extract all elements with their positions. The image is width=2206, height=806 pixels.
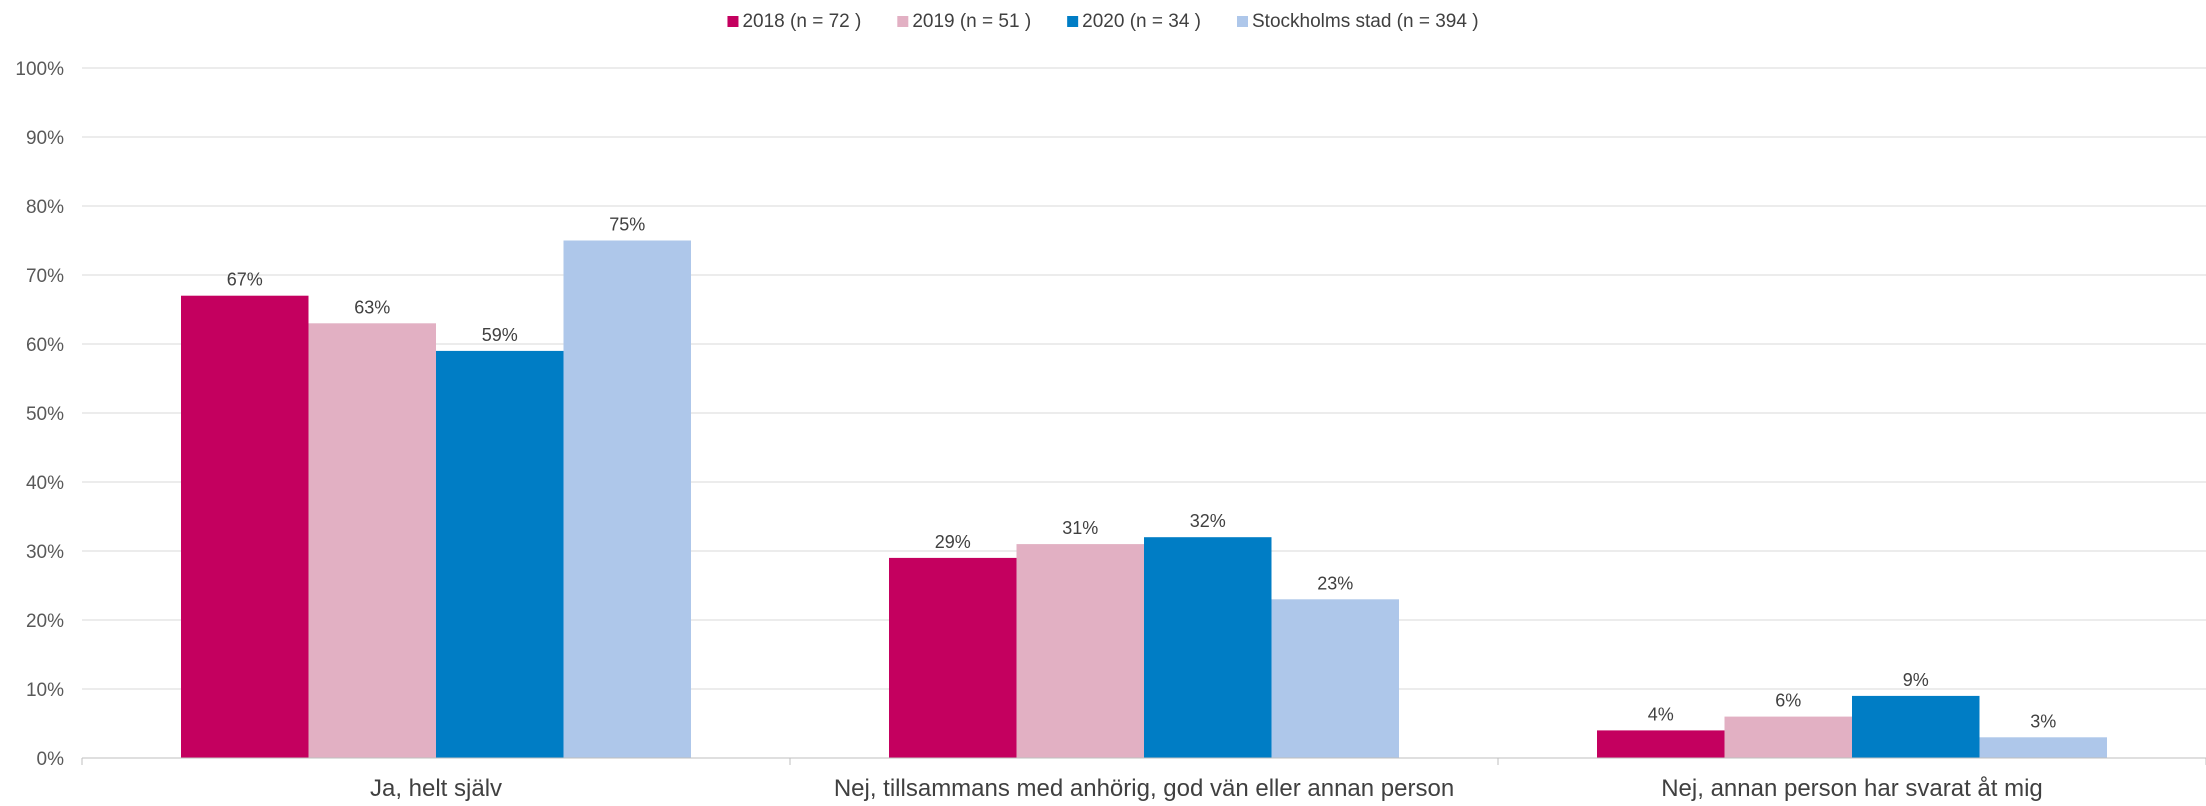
legend-item: Stockholms stad (n = 394 )	[1237, 11, 1479, 32]
legend-item: 2018 (n = 72 )	[727, 11, 861, 32]
bar	[181, 295, 309, 758]
y-tick-label: 10%	[26, 680, 64, 701]
x-tick-label: Nej, annan person har svarat åt mig	[1661, 775, 2043, 801]
data-label: 4%	[1648, 704, 1674, 724]
data-label: 29%	[935, 532, 971, 552]
legend-item: 2019 (n = 51 )	[897, 11, 1031, 32]
data-label: 31%	[1062, 518, 1098, 538]
bar	[1144, 537, 1272, 758]
data-label: 3%	[2030, 711, 2056, 731]
bar	[1597, 730, 1725, 758]
data-label: 23%	[1317, 573, 1353, 593]
legend-swatch	[1237, 16, 1248, 27]
bars	[181, 240, 2107, 758]
legend-label: 2019 (n = 51 )	[912, 11, 1031, 32]
bar	[889, 557, 1017, 758]
bar	[1016, 544, 1144, 758]
y-tick-label: 90%	[26, 128, 64, 149]
y-tick-label: 80%	[26, 197, 64, 218]
legend-item: 2020 (n = 34 )	[1067, 11, 1201, 32]
y-tick-label: 20%	[26, 611, 64, 632]
data-label: 67%	[227, 270, 263, 290]
y-tick-label: 60%	[26, 335, 64, 356]
data-label: 63%	[354, 297, 390, 317]
legend-label: 2020 (n = 34 )	[1082, 11, 1201, 32]
x-tick-label: Nej, tillsammans med anhörig, god vän el…	[834, 775, 1454, 801]
bar	[436, 350, 564, 758]
data-label: 6%	[1775, 691, 1801, 711]
legend-swatch	[727, 16, 739, 27]
legend: 2018 (n = 72 ) 2019 (n = 51 ) 2020 (n = 34…	[727, 11, 1479, 32]
legend-label: Stockholms stad (n = 394 )	[1252, 11, 1479, 32]
bar	[1979, 737, 2107, 758]
data-label: 59%	[482, 325, 518, 345]
bar	[308, 323, 436, 758]
x-tick-label: Ja, helt själv	[370, 775, 502, 801]
bar	[1852, 695, 1980, 758]
data-label: 9%	[1903, 670, 1929, 690]
y-tick-label: 30%	[26, 542, 64, 563]
y-tick-label: 50%	[26, 404, 64, 425]
y-axis-ticks: 0% 10% 20% 30% 40% 50% 60% 70% 80% 90% 100%	[15, 59, 64, 770]
legend-swatch	[897, 16, 909, 27]
legend-label: 2018 (n = 72 )	[742, 11, 861, 32]
data-label: 75%	[609, 215, 645, 235]
y-tick-label: 100%	[15, 59, 64, 80]
data-label: 32%	[1190, 511, 1226, 531]
legend-swatch	[1067, 16, 1079, 27]
y-tick-label: 40%	[26, 473, 64, 494]
y-tick-label: 70%	[26, 266, 64, 287]
bar	[1271, 599, 1399, 758]
data-labels: 67% 63% 59% 75% 29% 31% 32% 23% 4% 6% 9% 3%	[227, 215, 2057, 732]
bar	[563, 240, 691, 758]
x-axis: Ja, helt själv Nej, tillsammans med anhör…	[81, 757, 2206, 802]
y-tick-label: 0%	[37, 749, 65, 770]
bar	[1724, 716, 1852, 758]
